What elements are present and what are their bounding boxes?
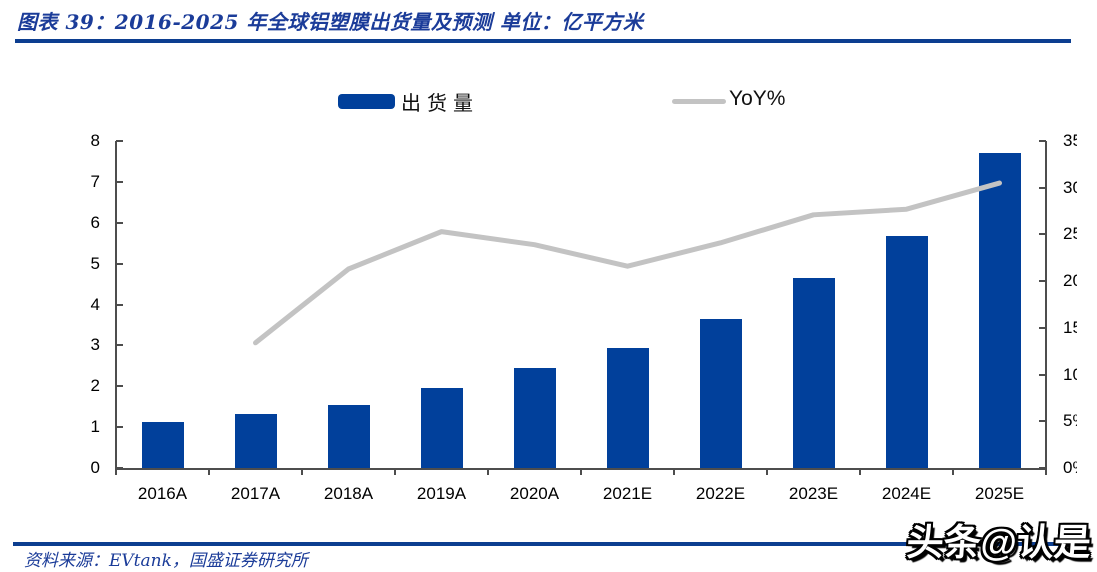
watermark: 头条@认是: [905, 522, 1093, 563]
source-attribution: 资料来源：EVtank，国盛证券研究所: [24, 551, 308, 571]
x-axis-label: 2019A: [416, 484, 467, 503]
x-axis-label: 2025E: [974, 484, 1025, 503]
y-axis-left-label: 3: [90, 335, 100, 355]
y-axis-left-label: 0: [90, 458, 100, 477]
y-axis-left-label: 2: [90, 376, 100, 396]
y-axis-right-label: 0%: [1063, 458, 1077, 477]
y-axis-left-label: 4: [90, 294, 100, 314]
bar-2023E: [792, 277, 835, 468]
y-axis-left-tick: [116, 426, 123, 429]
x-axis-label: 2021E: [602, 484, 653, 503]
y-axis-right-label: 10%: [1063, 364, 1077, 384]
y-axis-right-label: 35%: [1063, 131, 1077, 150]
bar-2018A: [327, 405, 370, 468]
y-axis-left-tick: [116, 180, 123, 183]
footer-rule: [13, 542, 1086, 546]
x-axis-tick: [952, 468, 954, 475]
y-axis-left-label: 5: [90, 253, 100, 273]
title-rule: [15, 39, 1071, 43]
bar-2024E: [885, 236, 928, 468]
y-axis-left-tick: [116, 221, 123, 224]
x-axis-label: 2022E: [695, 484, 746, 503]
x-axis-label: 2018A: [323, 484, 374, 503]
x-axis-tick: [115, 468, 117, 475]
y-axis-left-tick: [116, 303, 123, 306]
x-axis-tick: [673, 468, 675, 475]
legend-shipment-swatch: [338, 94, 395, 109]
bar-2025E: [978, 153, 1021, 468]
legend-yoy-label: YoY%: [729, 87, 786, 110]
y-axis-left-label: 6: [90, 212, 100, 232]
legend-yoy-swatch: [672, 99, 726, 104]
legend-shipment-label: 出货量: [401, 91, 479, 115]
y-axis-right-tick: [1039, 186, 1046, 189]
y-axis-left: [115, 141, 117, 470]
y-axis-right-label: 15%: [1063, 317, 1077, 337]
y-axis-right-tick: [1039, 373, 1046, 376]
x-axis-tick: [301, 468, 303, 475]
x-axis-label: 2016A: [137, 484, 188, 503]
y-axis-right-tick: [1039, 420, 1046, 423]
bar-2019A: [420, 388, 463, 468]
x-axis-tick: [487, 468, 489, 475]
bar-2021E: [606, 348, 649, 468]
x-axis-tick: [580, 468, 582, 475]
y-axis-right-tick: [1039, 467, 1046, 469]
y-axis-left-label: 8: [90, 131, 100, 150]
y-axis-right-tick: [1039, 326, 1046, 329]
y-axis-right-label: 25%: [1063, 224, 1077, 244]
x-axis-tick: [859, 468, 861, 475]
x-axis-label: 2024E: [881, 484, 932, 503]
x-axis-label: 2020A: [509, 484, 560, 503]
x-axis-tick: [208, 468, 210, 475]
y-axis-left-tick: [116, 140, 123, 142]
bar-2016A: [141, 422, 184, 468]
right-axis-label-clip: 0% 5% 10% 15% 20% 25% 30% 35%: [1056, 118, 1077, 490]
x-axis-label: 2017A: [230, 484, 281, 503]
y-axis-right: [1045, 141, 1047, 470]
bar-2020A: [513, 368, 556, 468]
y-axis-left-label: 1: [90, 417, 100, 437]
x-axis-tick: [1045, 468, 1047, 475]
y-axis-left-tick: [116, 262, 123, 265]
figure-title: 图表 39：2016-2025 年全球铝塑膜出货量及预测 单位：亿平方米: [17, 10, 644, 34]
y-axis-right-tick: [1039, 140, 1046, 142]
x-axis-label: 2023E: [788, 484, 839, 503]
y-axis-right-tick: [1039, 280, 1046, 283]
y-axis-left-tick: [116, 467, 123, 469]
y-axis-right-label: 20%: [1063, 271, 1077, 291]
x-axis-tick: [394, 468, 396, 475]
bar-2022E: [699, 319, 742, 468]
y-axis-left-label: 7: [90, 171, 100, 191]
y-axis-left-tick: [116, 385, 123, 388]
y-axis-right-label: 5%: [1063, 411, 1077, 431]
y-axis-right-label: 30%: [1063, 177, 1077, 197]
bar-2017A: [234, 414, 277, 468]
x-axis-tick: [766, 468, 768, 475]
y-axis-right-tick: [1039, 233, 1046, 236]
y-axis-left-tick: [116, 344, 123, 347]
